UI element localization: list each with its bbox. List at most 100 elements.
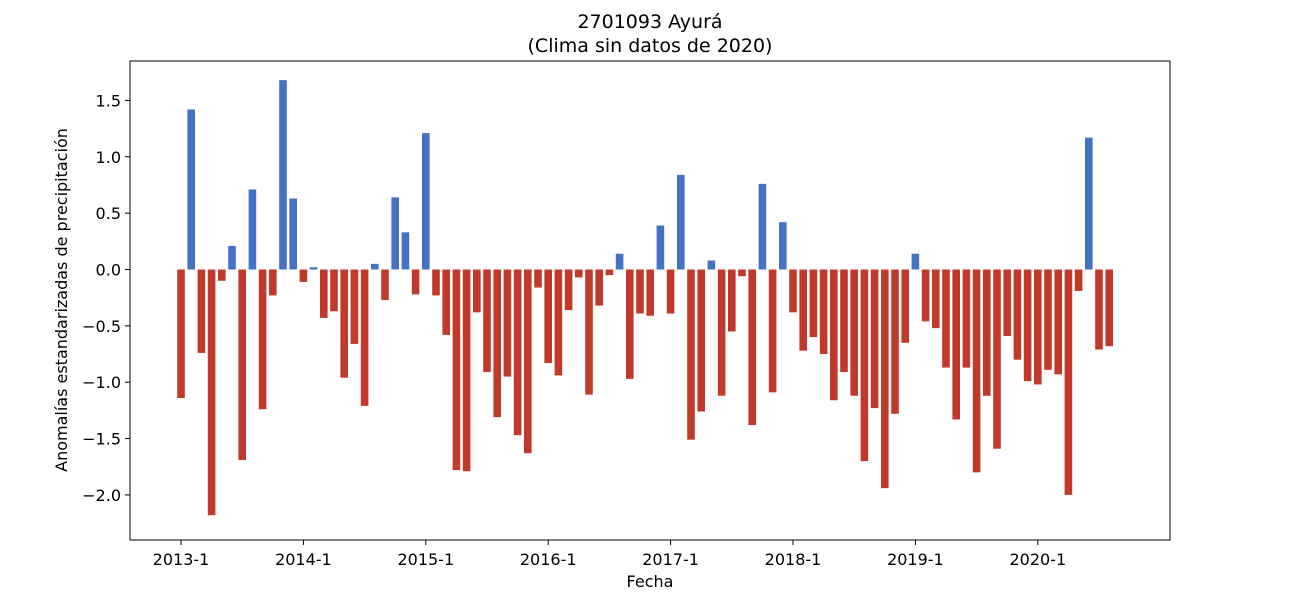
y-axis: 1.5 1.0 0.5 0.0 −0.5 −1.0 −1.5 −2.0 (82, 91, 130, 505)
y-axis-label: Anomalías estandarizadas de precipitació… (52, 128, 71, 472)
bar (422, 133, 430, 270)
bar (575, 269, 583, 278)
bar (677, 174, 685, 270)
bar (962, 269, 971, 368)
bar (371, 263, 379, 270)
chart-subtitle: (Clima sin datos de 2020) (528, 35, 773, 57)
bar (881, 269, 889, 489)
bar (309, 267, 318, 270)
chart-title: 2701093 Ayurá (577, 11, 722, 33)
bar (269, 269, 277, 296)
bar (391, 197, 399, 270)
bar (483, 269, 491, 373)
y-tick-label: 0.5 (96, 204, 121, 223)
x-axis: 2013-1 2014-1 2015-1 2016-1 2017-1 2018-1 2019… (153, 540, 1066, 569)
bar (462, 269, 471, 472)
bar (330, 269, 338, 312)
bar (911, 253, 920, 270)
bar (891, 269, 899, 414)
bar (1003, 269, 1011, 337)
bar (1064, 269, 1073, 495)
bars-group (177, 80, 1113, 516)
bar (207, 269, 216, 516)
plot-frame (129, 60, 1171, 541)
y-tick-label: −1.5 (82, 430, 121, 449)
bar (830, 269, 838, 401)
bar (758, 183, 767, 270)
bar (360, 269, 369, 406)
bar (1054, 269, 1062, 375)
x-axis-label: Fecha (627, 572, 674, 591)
x-tick-label: 2020-1 (1009, 550, 1066, 569)
y-tick-label: 1.5 (96, 91, 121, 110)
bar (921, 269, 930, 322)
bar (524, 269, 532, 454)
bar (768, 269, 777, 393)
bar (350, 269, 359, 344)
bar (411, 269, 420, 295)
bar (605, 269, 614, 276)
bar (932, 269, 940, 329)
bar (901, 269, 909, 343)
bar (993, 269, 1001, 449)
bar (279, 80, 287, 270)
bar (1023, 269, 1032, 382)
bar (728, 269, 736, 332)
bar (442, 269, 450, 335)
bar (452, 269, 461, 471)
bar (972, 269, 981, 473)
y-tick-label: −2.0 (82, 486, 121, 505)
bar (177, 269, 185, 398)
y-tick-label: 1.0 (96, 148, 121, 167)
bar (473, 269, 481, 313)
bar (228, 245, 236, 270)
bar (656, 225, 665, 270)
bar (503, 269, 512, 377)
bar (779, 222, 787, 270)
bar (493, 269, 501, 418)
bar (626, 269, 634, 379)
bar (432, 269, 440, 296)
bar (1095, 269, 1103, 350)
bar (870, 269, 879, 409)
bar (646, 269, 654, 316)
bar (248, 189, 257, 270)
bar (687, 269, 695, 440)
bar (615, 253, 624, 270)
bar (1044, 269, 1052, 370)
bar (218, 269, 226, 281)
bar (564, 269, 573, 311)
bar (554, 269, 563, 376)
bar (534, 269, 542, 288)
bar (299, 269, 308, 282)
bar (381, 269, 389, 300)
bar (238, 269, 246, 460)
bar (717, 269, 726, 396)
bar (320, 269, 328, 318)
bar (789, 269, 797, 313)
bar (666, 269, 675, 314)
bar (738, 269, 746, 277)
bar (258, 269, 267, 410)
bar (748, 269, 756, 426)
bar (799, 269, 807, 351)
y-tick-label: 0.0 (96, 261, 121, 280)
bar (289, 198, 297, 270)
bar (1013, 269, 1022, 360)
y-tick-label: −0.5 (82, 317, 121, 336)
x-tick-label: 2013-1 (153, 550, 210, 569)
y-tick-label: −1.0 (82, 373, 121, 392)
bar (840, 269, 848, 373)
bar (595, 269, 603, 306)
bar (513, 269, 522, 436)
bar (636, 269, 644, 314)
bar (707, 260, 716, 270)
bar (1034, 269, 1042, 385)
bar (860, 269, 869, 462)
bar (819, 269, 828, 355)
bar (697, 269, 705, 412)
bar (983, 269, 991, 396)
bar (544, 269, 552, 364)
bar (1105, 269, 1113, 347)
